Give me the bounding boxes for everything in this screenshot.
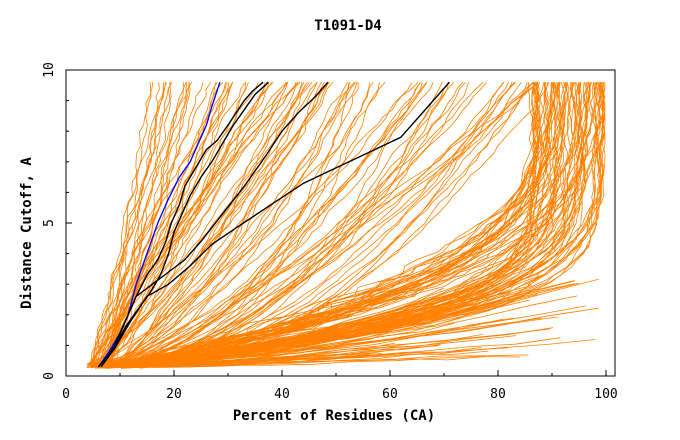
orange-model-line — [105, 82, 230, 366]
orange-model-line — [98, 81, 539, 366]
orange-model-line — [92, 82, 350, 366]
orange-model-line — [102, 82, 266, 367]
orange-model-line — [87, 81, 535, 367]
orange-model-line — [109, 356, 486, 369]
orange-model-line — [105, 81, 484, 366]
orange-model-line — [114, 81, 246, 365]
orange-model-line — [114, 318, 503, 367]
orange-model-line — [97, 82, 305, 369]
orange-model-line — [86, 81, 419, 365]
orange-model-line — [96, 81, 539, 366]
orange-model-line — [97, 285, 532, 366]
orange-model-line — [95, 82, 172, 368]
orange-model-line — [89, 82, 187, 368]
chart-title: T1091-D4 — [314, 18, 381, 34]
orange-model-line — [100, 81, 421, 369]
orange-model-line — [111, 296, 522, 366]
orange-model-line — [121, 82, 606, 369]
x-tick-label: 100 — [594, 387, 617, 402]
orange-model-line — [112, 82, 289, 368]
orange-model-line — [114, 82, 580, 369]
highlight-model-lines — [97, 81, 450, 368]
x-axis: 0 20 40 60 80 100 — [62, 370, 618, 402]
orange-model-line — [95, 81, 374, 367]
orange-model-line — [95, 81, 522, 367]
x-tick-label: 80 — [490, 387, 506, 402]
black-model-line — [97, 81, 450, 368]
black-model-line — [100, 81, 269, 368]
orange-model-line — [89, 82, 350, 366]
y-tick-label: 0 — [42, 372, 57, 380]
orange-model-line — [90, 81, 218, 365]
orange-model-line — [105, 82, 423, 367]
orange-model-line — [115, 82, 359, 367]
y-tick-label: 10 — [42, 62, 57, 78]
orange-model-line — [128, 82, 537, 366]
orange-model-line — [105, 82, 318, 369]
orange-model-line — [113, 82, 325, 367]
orange-model-line — [93, 82, 167, 366]
orange-model-line — [109, 81, 308, 368]
orange-model-line — [103, 82, 173, 367]
orange-model-line — [86, 82, 204, 369]
orange-model-line — [103, 82, 584, 369]
orange-model-line — [92, 82, 380, 366]
orange-model-line — [132, 82, 582, 366]
orange-model-line — [88, 82, 217, 365]
orange-model-line — [143, 82, 556, 366]
orange-model-line — [86, 81, 288, 367]
y-axis-title: Distance Cutoff, A — [19, 157, 35, 309]
orange-model-line — [98, 81, 505, 368]
orange-model-line — [106, 82, 509, 367]
orange-model-line — [113, 82, 537, 366]
orange-model-line — [107, 282, 425, 367]
orange-model-line — [114, 82, 303, 367]
orange-model-line — [99, 82, 550, 369]
y-axis: 0 5 10 — [42, 62, 72, 380]
orange-model-line — [89, 81, 330, 365]
orange-model-line — [103, 82, 543, 367]
orange-model-line — [100, 81, 505, 367]
black-model-line — [97, 81, 329, 368]
orange-model-line — [100, 81, 449, 368]
orange-model-line — [97, 82, 469, 365]
orange-model-line — [110, 81, 421, 369]
x-tick-label: 60 — [382, 387, 398, 402]
orange-model-line — [99, 82, 190, 367]
orange-model-line — [110, 82, 370, 368]
orange-model-line — [94, 82, 434, 369]
orange-model-line — [118, 285, 405, 368]
orange-model-line — [134, 82, 577, 368]
orange-model-line — [87, 81, 224, 368]
orange-model-line — [111, 82, 450, 366]
x-tick-label: 20 — [166, 387, 182, 402]
orange-model-line — [110, 82, 567, 367]
orange-model-line — [95, 82, 528, 366]
x-tick-label: 40 — [274, 387, 290, 402]
x-axis-title: Percent of Residues (CA) — [233, 408, 435, 424]
orange-model-line — [132, 82, 557, 366]
orange-model-lines — [86, 81, 606, 369]
orange-model-line — [111, 81, 310, 367]
orange-model-line — [132, 82, 538, 366]
y-tick-label: 5 — [42, 219, 57, 227]
orange-model-line — [98, 81, 357, 368]
orange-model-line — [95, 81, 193, 369]
orange-model-line — [112, 82, 246, 368]
orange-model-line — [128, 82, 546, 365]
orange-model-line — [96, 81, 301, 369]
x-tick-label: 0 — [62, 387, 70, 402]
orange-model-line — [111, 287, 400, 366]
orange-model-line — [100, 345, 439, 368]
orange-model-line — [101, 81, 313, 366]
orange-model-line — [108, 82, 165, 368]
orange-model-line — [112, 295, 578, 367]
orange-model-line — [101, 81, 534, 366]
orange-model-line — [115, 299, 366, 368]
orange-model-line — [94, 82, 597, 367]
orange-model-line — [108, 82, 259, 365]
